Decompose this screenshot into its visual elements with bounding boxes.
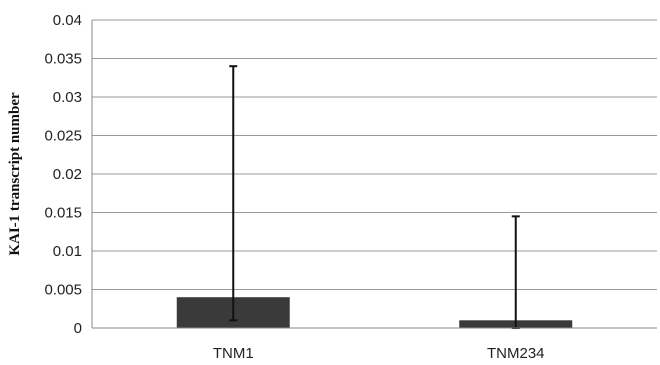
y-tick-label: 0.005 <box>44 282 82 299</box>
x-category-labels: TNM1 TNM234 <box>213 345 545 362</box>
gridlines <box>92 19 657 290</box>
y-tick-label: 0.04 <box>53 12 82 29</box>
error-bars <box>229 65 520 329</box>
y-tick-label: 0.035 <box>44 51 82 68</box>
y-tick-label: 0.02 <box>53 166 82 183</box>
error-bar <box>229 65 238 322</box>
y-tick-label: 0.03 <box>53 89 82 106</box>
bars <box>176 297 573 328</box>
y-tick-label: 0.025 <box>44 128 82 145</box>
y-axis-title: KAI-1 transcript number <box>7 92 23 256</box>
error-bar <box>511 215 520 329</box>
y-tick-label: 0 <box>74 320 82 337</box>
y-tick-label: 0.01 <box>53 243 82 260</box>
x-category-label: TNM1 <box>213 345 254 362</box>
x-category-label: TNM234 <box>487 345 545 362</box>
y-tick-labels: 0 0.005 0.01 0.015 0.02 0.025 0.03 0.035 0.04 <box>44 12 82 337</box>
y-tick-label: 0.015 <box>44 205 82 222</box>
